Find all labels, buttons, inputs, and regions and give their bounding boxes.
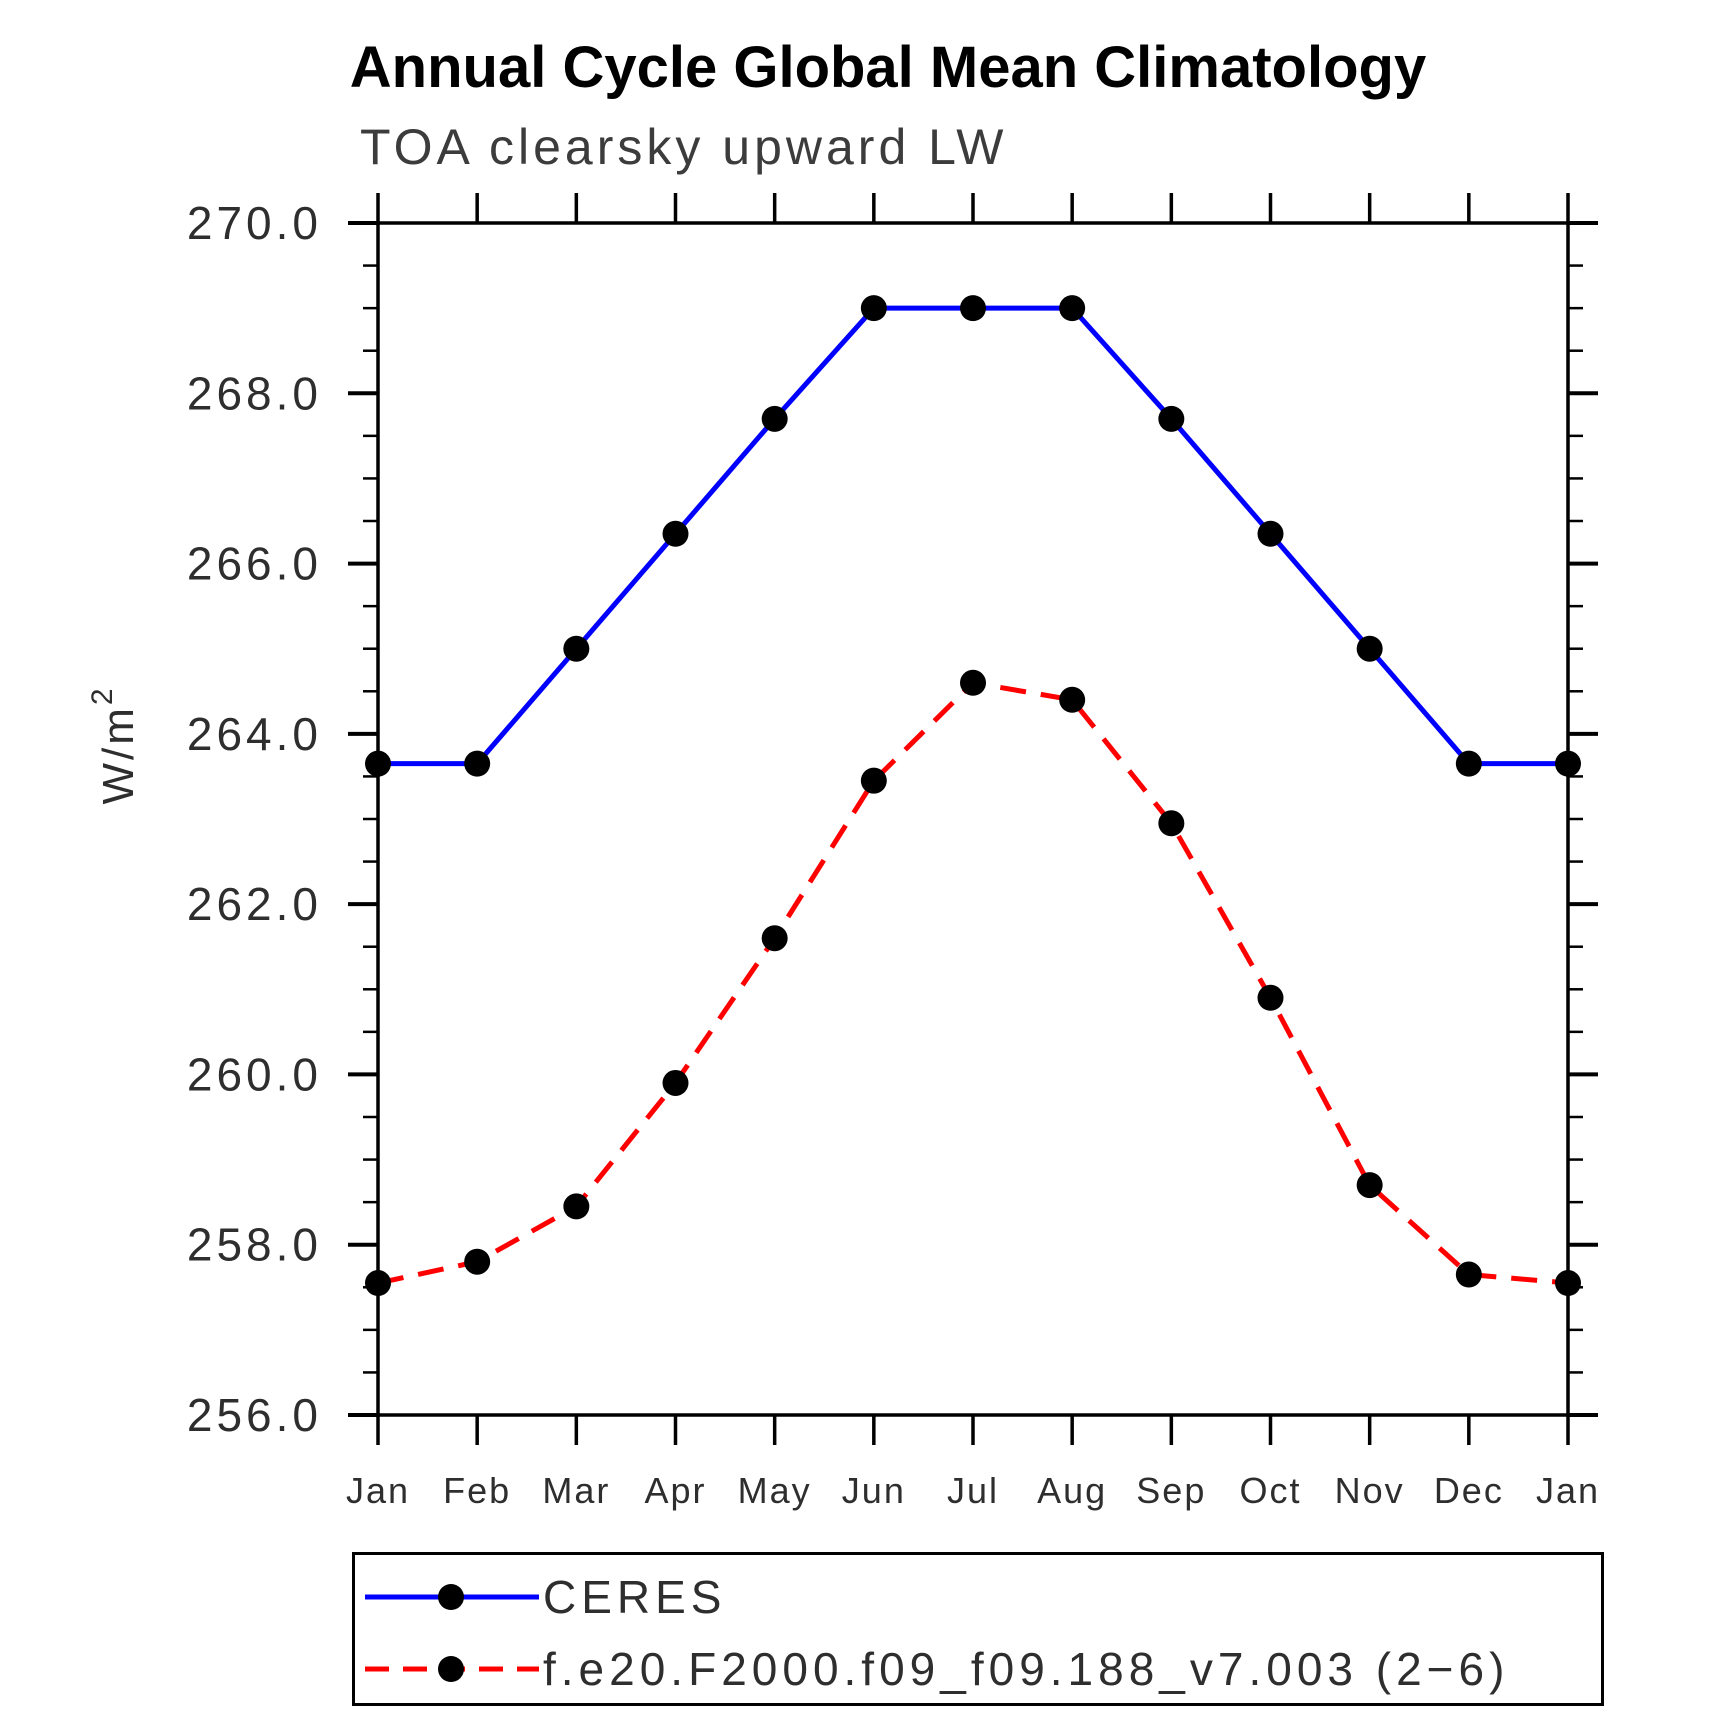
legend-item-ceres: CERES xyxy=(359,1571,726,1623)
chart-subtitle: TOA clearsky upward LW xyxy=(360,119,1008,175)
y-tick-labels: 256.0 258.0 260.0 262.0 264.0 266.0 268.0 270.0 xyxy=(187,197,322,1441)
data-point xyxy=(960,295,986,322)
data-point xyxy=(1356,1172,1383,1199)
data-point xyxy=(1455,750,1482,777)
x-tick-label: Mar xyxy=(542,1470,610,1511)
y-tick-label: 264.0 xyxy=(187,708,322,760)
legend-item-model: f.e20.F2000.f09_f09.188_v7.003 (2−6) xyxy=(359,1643,1509,1695)
chart-title: Annual Cycle Global Mean Climatology xyxy=(349,35,1427,100)
y-tick-label: 268.0 xyxy=(187,367,322,419)
x-tick-label: Apr xyxy=(644,1470,706,1511)
x-tick-label: May xyxy=(738,1470,812,1511)
data-point xyxy=(761,925,788,952)
series-markers-0 xyxy=(365,295,1581,777)
data-point xyxy=(662,1069,689,1096)
x-tick-label: Jan xyxy=(346,1470,410,1511)
y-tick-label: 262.0 xyxy=(187,878,322,930)
data-point xyxy=(860,767,887,794)
data-point xyxy=(563,635,590,662)
y-tick-label: 270.0 xyxy=(187,197,322,249)
x-tick-label: Sep xyxy=(1136,1470,1206,1511)
data-point xyxy=(960,669,986,696)
series-markers-1 xyxy=(365,669,1581,1297)
data-point xyxy=(563,1193,590,1220)
y-tick-label: 260.0 xyxy=(187,1048,322,1100)
data-point xyxy=(1555,1270,1581,1297)
x-tick-label: Nov xyxy=(1335,1470,1405,1511)
y-tick-label: 256.0 xyxy=(187,1389,322,1441)
x-tick-label: Jun xyxy=(842,1470,906,1511)
data-point xyxy=(464,1248,491,1275)
data-point xyxy=(1257,984,1284,1011)
x-tick-label: Jan xyxy=(1536,1470,1600,1511)
x-tick-labels: Jan Feb Mar Apr May Jun Jul Aug Sep Oct Nov Dec Jan xyxy=(346,1470,1600,1511)
data-point xyxy=(1059,686,1086,713)
legend-line-dashed-icon xyxy=(365,1656,539,1682)
data-point xyxy=(1257,520,1284,547)
y-tick-label: 258.0 xyxy=(187,1219,322,1271)
x-tick-label: Aug xyxy=(1037,1470,1107,1511)
series-line-1 xyxy=(377,680,1569,1286)
x-tick-label: Jul xyxy=(947,1470,999,1511)
data-point xyxy=(365,750,391,777)
y-tick-label: 266.0 xyxy=(187,538,322,590)
y-axis-unit-label: W/m2 xyxy=(86,685,143,804)
data-point xyxy=(365,1270,391,1297)
data-point xyxy=(860,295,887,322)
data-point xyxy=(1455,1261,1482,1288)
data-point xyxy=(1555,750,1581,777)
data-point xyxy=(1356,635,1383,662)
data-point xyxy=(464,750,491,777)
data-point xyxy=(1158,810,1185,837)
legend-label-ceres: CERES xyxy=(543,1571,727,1623)
data-point xyxy=(1059,295,1086,322)
y-axis-ticks xyxy=(348,221,1598,1417)
legend-line-solid-icon xyxy=(365,1584,539,1610)
legend-box: CERES f.e20.F2000.f09_f09.188_v7.003 (2−… xyxy=(352,1552,1604,1706)
data-point xyxy=(662,520,689,547)
data-point xyxy=(1158,405,1185,432)
x-tick-label: Oct xyxy=(1239,1470,1301,1511)
x-tick-label: Feb xyxy=(443,1470,511,1511)
legend-label-model: f.e20.F2000.f09_f09.188_v7.003 (2−6) xyxy=(543,1643,1510,1695)
data-point xyxy=(761,405,788,432)
x-axis-ticks xyxy=(376,193,1570,1445)
plot-frame xyxy=(376,221,1570,1417)
x-tick-label: Dec xyxy=(1434,1470,1504,1511)
svg-text:W/m2: W/m2 xyxy=(86,685,143,804)
